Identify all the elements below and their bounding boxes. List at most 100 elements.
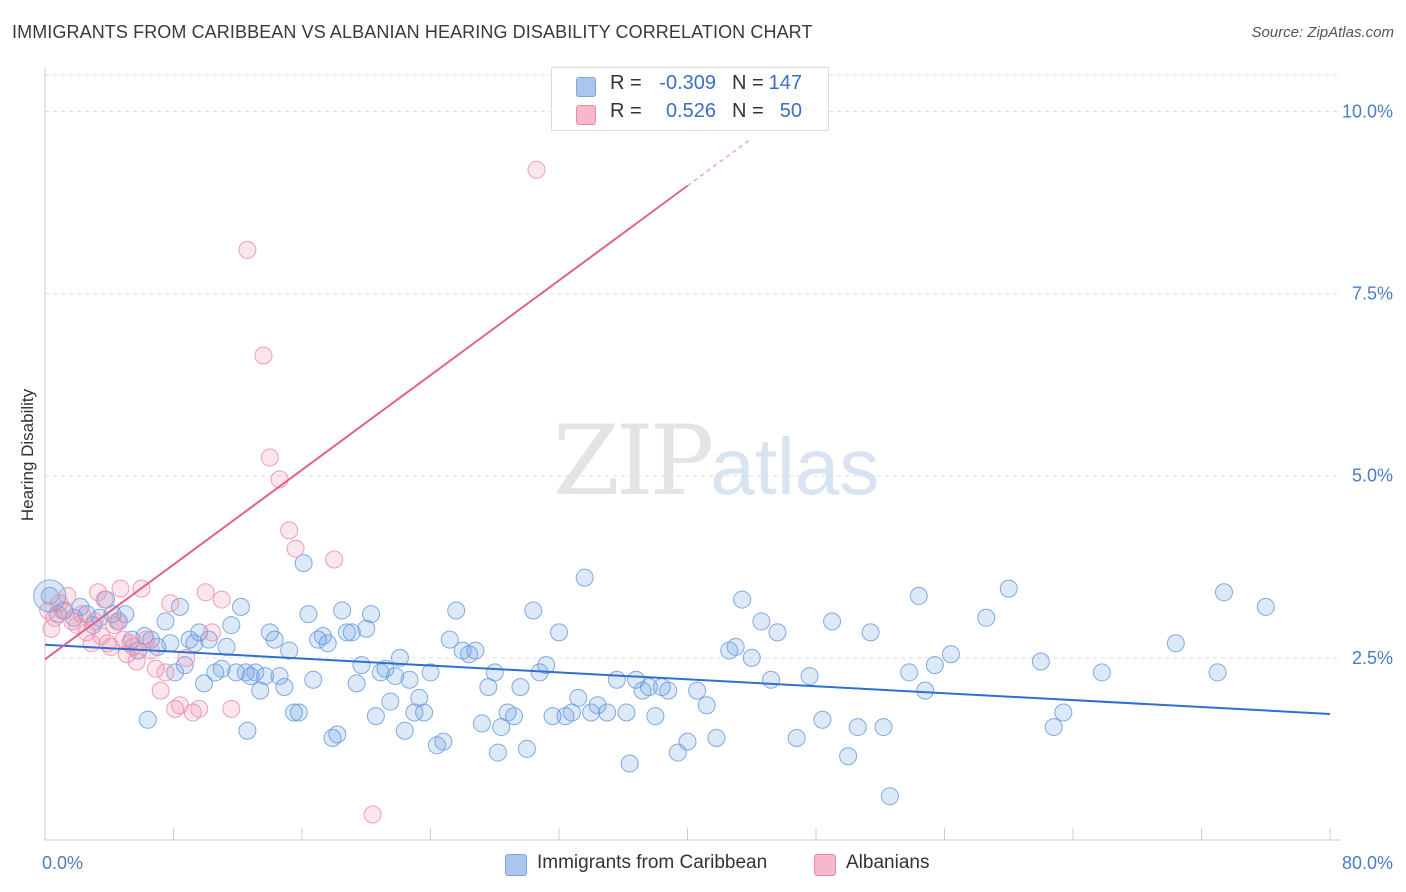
caribbean-point [71,597,90,616]
caribbean-cluster-point [33,579,67,613]
caribbean-point [900,663,919,682]
albanian-point [68,616,87,635]
albanian-point [166,699,185,718]
caribbean-point [434,732,453,751]
caribbean-point [742,648,761,667]
grid-lines [45,74,1340,659]
legend-r-value: -0.309 [659,72,716,94]
caribbean-point [678,732,697,751]
caribbean-point [800,667,819,686]
caribbean-point [543,707,562,726]
caribbean-point [410,688,429,707]
caribbean-point [342,623,361,642]
albanian-point [89,583,108,602]
caribbean-point [617,703,636,722]
caribbean-point [977,608,996,627]
caribbean-point [697,696,716,715]
caribbean-point [941,645,960,664]
caribbean-point [733,590,752,609]
legend-r-value: 0.526 [665,100,716,122]
albanian-trend-extension [687,137,753,187]
caribbean-point [485,663,504,682]
legend-n-label: N = [732,100,764,122]
albanian-point [137,630,156,649]
caribbean-point [517,739,536,758]
x-tick-label: 0.0% [42,853,83,873]
legend: R = -0.309 N = 147 R = 0.526 N = 50 [551,67,829,131]
caribbean-point [142,630,161,649]
albanian-point [151,681,170,700]
caribbean-point [1214,583,1233,602]
bottom-legend-swatch-albanians [814,854,836,876]
caribbean-point [726,637,745,656]
caribbean-point [598,703,617,722]
caribbean-point [217,637,236,656]
caribbean-point [839,747,858,766]
albanian-point [108,612,127,631]
caribbean-point [1054,703,1073,722]
bottom-legend: Immigrants from Caribbean Albanians [0,852,1406,876]
caribbean-point [1166,634,1185,653]
caribbean-trend-line [44,643,1331,715]
legend-swatch-albanians [576,105,596,125]
caribbean-point [185,634,204,653]
caribbean-point [415,703,434,722]
caribbean-point [813,710,832,729]
albanian-point [222,699,241,718]
albanian-point [42,619,61,638]
legend-row-albanians: R = 0.526 N = 50 [552,100,828,128]
caribbean-point [190,623,209,642]
caribbean-point [1044,718,1063,737]
caribbean-point [256,667,275,686]
albanian-point [280,521,299,540]
legend-r-label: R = [610,100,642,122]
watermark: ZIPatlas [553,405,879,517]
legend-n-value: 147 [768,72,802,94]
caribbean-point [1208,663,1227,682]
albanian-point [58,586,77,605]
caribbean-point [880,787,899,806]
caribbean-point [925,656,944,675]
albanian-point [212,590,231,609]
legend-swatch-caribbean [576,77,596,97]
caribbean-point [381,692,400,711]
caribbean-point [861,623,880,642]
caribbean-point [195,674,214,693]
source-credit: Source: ZipAtlas.com [1251,24,1394,41]
caribbean-point [390,648,409,667]
caribbean-point [333,601,352,620]
albanian-point [527,160,546,179]
caribbean-point [874,718,893,737]
caribbean-point [289,703,308,722]
albanian-point [156,663,175,682]
caribbean-point [488,743,507,762]
y-tick-label: 5.0% [1352,466,1393,486]
data-points [33,160,1275,824]
caribbean-point [357,619,376,638]
caribbean-point [511,678,530,696]
caribbean-point [472,714,491,733]
caribbean-point [395,721,414,740]
caribbean-point [40,586,59,605]
x-tick-label: 80.0% [1342,853,1393,873]
caribbean-point [251,681,270,700]
albanian-point [127,652,146,671]
caribbean-point [466,641,485,660]
albanian-point [95,590,114,609]
caribbean-point [768,623,787,642]
caribbean-point [227,663,246,682]
caribbean-point [550,623,568,642]
legend-row-caribbean: R = -0.309 N = 147 [552,72,828,100]
legend-n-label: N = [732,72,764,94]
albanian-point [105,616,124,635]
caribbean-point [275,678,294,696]
caribbean-point [405,703,424,722]
caribbean-point [575,568,594,587]
legend-r-label: R = [610,72,642,94]
watermark-zip: ZIP [553,405,714,517]
albanian-point [238,240,257,259]
caribbean-point [222,616,241,635]
caribbean-point [848,718,867,737]
albanian-point [286,539,305,558]
y-tick-label: 7.5% [1352,284,1393,304]
